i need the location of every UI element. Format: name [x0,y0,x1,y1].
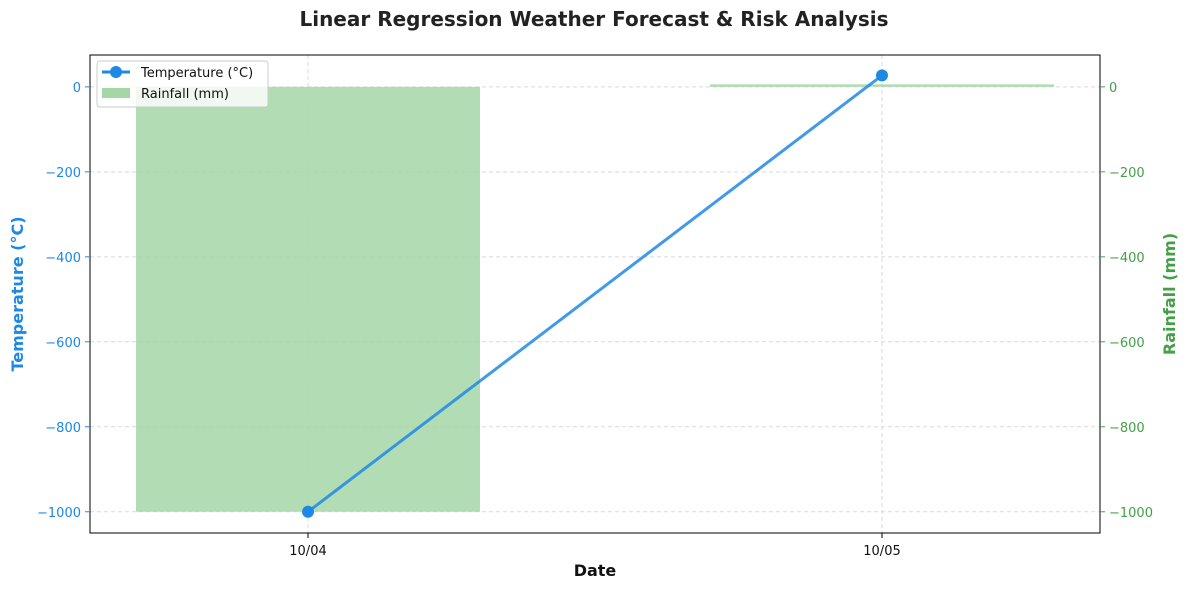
temperature-point [302,505,314,518]
right-tick-label: 0 [1109,81,1117,96]
legend-temperature-marker [110,66,122,78]
legend-temperature-label: Temperature (°C) [140,66,253,81]
right-tick-label: −400 [1109,251,1145,266]
right-tick-label: −600 [1109,336,1145,351]
legend-box [96,60,269,108]
temperature-point [876,69,888,82]
right-tick-label: −800 [1109,421,1145,436]
legend-rainfall-swatch [102,88,130,98]
rainfall-bars [136,84,1054,512]
x-tick-label: 10/04 [289,544,326,559]
x-tick-label: 10/05 [863,544,900,559]
temperature-line [307,74,883,513]
plot-frame [89,54,1101,534]
left-tick-label: −200 [45,166,81,181]
x-axis-label: Date [574,561,617,580]
legend: Temperature (°C) Rainfall (mm) [96,60,269,108]
temperature-line-layer [302,69,888,518]
left-tick-label: 0 [73,81,81,96]
chart-title: Linear Regression Weather Forecast & Ris… [299,7,888,31]
left-axis: 0 −200 −400 −600 −800 −1000 [37,81,90,521]
right-axis-label: Rainfall (mm) [1160,233,1179,355]
left-tick-label: −1000 [37,506,81,521]
rainfall-bar [136,86,480,512]
left-tick-label: −600 [45,336,81,351]
x-axis: 10/04 10/05 [289,533,901,559]
legend-rainfall-label: Rainfall (mm) [141,87,229,102]
left-tick-label: −400 [45,251,81,266]
left-tick-label: −800 [45,421,81,436]
right-tick-label: −200 [1109,166,1145,181]
left-axis-label: Temperature (°C) [8,216,27,371]
rainfall-bar [710,84,1054,87]
right-axis: 0 −200 −400 −600 −800 −1000 [1100,81,1153,521]
right-tick-label: −1000 [1109,506,1153,521]
